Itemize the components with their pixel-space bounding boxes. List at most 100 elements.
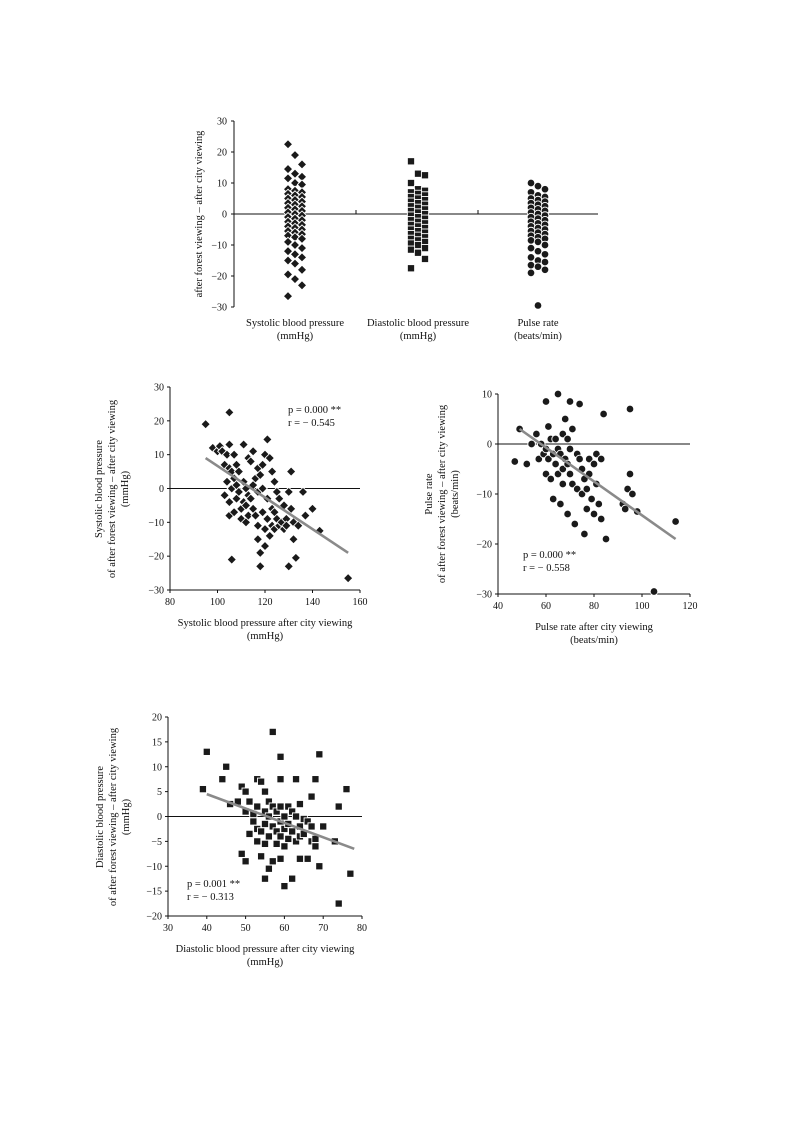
data-point	[334, 899, 343, 908]
data-point	[283, 561, 294, 572]
p-value-annotation: p = 0.000 **	[523, 550, 576, 561]
data-point	[282, 139, 294, 150]
data-point	[346, 869, 355, 878]
data-point	[589, 459, 599, 469]
data-point	[420, 244, 430, 253]
data-point	[526, 236, 536, 245]
data-point	[272, 839, 281, 848]
data-point	[228, 506, 240, 518]
data-point	[228, 449, 240, 460]
trend-line	[206, 792, 355, 851]
data-point	[241, 787, 250, 796]
data-point	[510, 457, 520, 466]
data-point	[582, 484, 592, 494]
data-point	[243, 510, 254, 521]
y-axis-label: after forest viewing – after city viewin…	[194, 130, 205, 298]
x-axis-unit: (beats/min)	[570, 635, 618, 646]
data-point	[288, 534, 299, 545]
y-axis-label-line: (mmHg)	[120, 470, 131, 507]
x-tick-label: 60	[541, 601, 551, 612]
data-point	[546, 474, 556, 484]
data-point	[253, 837, 262, 846]
data-point	[526, 178, 536, 188]
data-point	[276, 832, 285, 841]
data-point	[533, 181, 543, 191]
y-tick-label: −10	[476, 490, 492, 501]
data-point	[257, 827, 266, 836]
data-point	[307, 503, 318, 515]
data-point	[533, 262, 543, 271]
y-axis-label-line: (mmHg)	[121, 798, 132, 835]
data-point	[224, 407, 235, 418]
data-point	[589, 509, 599, 519]
y-tick-label: 0	[222, 210, 227, 221]
data-point	[406, 264, 416, 273]
data-point	[315, 750, 324, 759]
data-point	[596, 514, 606, 524]
data-point	[307, 792, 316, 801]
data-point	[413, 240, 423, 250]
y-tick-label: −30	[148, 586, 164, 597]
data-point	[563, 434, 572, 444]
data-point	[556, 499, 565, 509]
r-value-annotation: r = − 0.558	[523, 563, 570, 574]
y-tick-label: 20	[154, 416, 164, 427]
data-point	[198, 785, 207, 794]
data-point	[625, 469, 635, 479]
y-tick-label: −20	[476, 540, 492, 551]
data-point	[260, 787, 270, 796]
data-point	[250, 510, 261, 521]
data-point	[252, 520, 264, 531]
data-point	[264, 832, 273, 841]
data-point	[311, 842, 320, 851]
data-point	[406, 245, 416, 254]
y-axis-label-line: of after forest viewing – after city vie…	[107, 399, 118, 578]
data-point	[580, 529, 589, 539]
data-point	[413, 169, 423, 178]
data-point	[200, 418, 211, 430]
data-point	[288, 874, 297, 883]
data-point	[541, 397, 551, 406]
data-point	[420, 171, 430, 180]
data-point	[295, 800, 304, 809]
data-point	[264, 530, 275, 542]
data-point	[671, 517, 680, 526]
data-point	[202, 747, 211, 756]
data-point	[540, 184, 550, 194]
data-point	[575, 454, 584, 464]
data-point	[219, 490, 230, 501]
data-point	[280, 842, 289, 851]
data-point	[259, 540, 271, 552]
x-category-label: Diastolic blood pressure	[367, 318, 469, 329]
y-tick-label: 5	[157, 787, 162, 798]
data-point	[300, 510, 311, 521]
y-tick-label: −20	[146, 912, 162, 923]
data-point	[526, 268, 536, 278]
data-point	[224, 439, 235, 450]
y-tick-label: −5	[151, 837, 162, 848]
data-point	[262, 513, 273, 525]
data-point	[596, 454, 606, 464]
data-point	[264, 452, 275, 464]
y-tick-label: 10	[154, 450, 164, 461]
data-point	[413, 248, 423, 257]
data-point	[548, 494, 558, 504]
data-point	[527, 439, 536, 449]
x-axis-label: Systolic blood pressure after city viewi…	[178, 618, 353, 629]
x-tick-label: 30	[163, 923, 173, 934]
data-point	[406, 157, 416, 166]
data-point	[257, 777, 266, 786]
data-point	[290, 552, 302, 564]
y-tick-label: −20	[211, 272, 227, 283]
data-point	[245, 456, 256, 467]
trend-line	[518, 427, 677, 541]
data-point	[594, 499, 604, 509]
data-point	[281, 520, 292, 531]
data-point	[255, 547, 266, 559]
data-point	[551, 434, 560, 444]
data-point	[282, 269, 294, 280]
data-point	[257, 483, 268, 494]
data-point	[247, 446, 259, 457]
